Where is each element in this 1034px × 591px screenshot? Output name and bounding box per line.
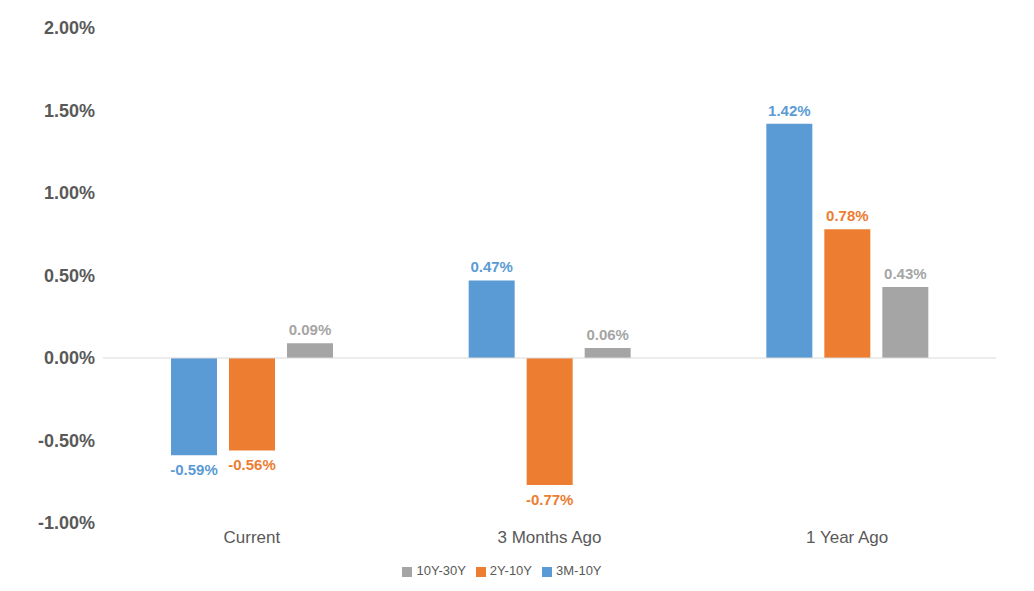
svg-text:1 Year Ago: 1 Year Ago: [806, 528, 888, 547]
svg-text:1.42%: 1.42%: [768, 102, 811, 119]
svg-text:-0.50%: -0.50%: [38, 431, 95, 451]
svg-text:3 Months Ago: 3 Months Ago: [498, 528, 602, 547]
html-text:3M-10Y: 3M-10Y: [556, 563, 602, 578]
svg-text:1.00%: 1.00%: [44, 183, 95, 203]
svg-text:Current: Current: [223, 528, 280, 547]
svg-text:2.00%: 2.00%: [44, 18, 95, 38]
svg-text:0.47%: 0.47%: [470, 258, 513, 275]
svg-text:1.50%: 1.50%: [44, 101, 95, 121]
html-text:10Y-30Y: 10Y-30Y: [416, 563, 466, 578]
svg-text:0.43%: 0.43%: [884, 265, 927, 282]
svg-text:-0.56%: -0.56%: [228, 456, 276, 473]
svg-text:0.09%: 0.09%: [289, 321, 332, 338]
svg-text:0.00%: 0.00%: [44, 348, 95, 368]
svg-text:0.78%: 0.78%: [826, 207, 869, 224]
svg-text:0.06%: 0.06%: [586, 326, 629, 343]
svg-text:0.50%: 0.50%: [44, 266, 95, 286]
svg-text:-1.00%: -1.00%: [38, 513, 95, 533]
svg-text:-0.77%: -0.77%: [526, 491, 574, 508]
html-text:2Y-10Y: 2Y-10Y: [489, 563, 532, 578]
svg-text:-0.59%: -0.59%: [170, 461, 218, 478]
